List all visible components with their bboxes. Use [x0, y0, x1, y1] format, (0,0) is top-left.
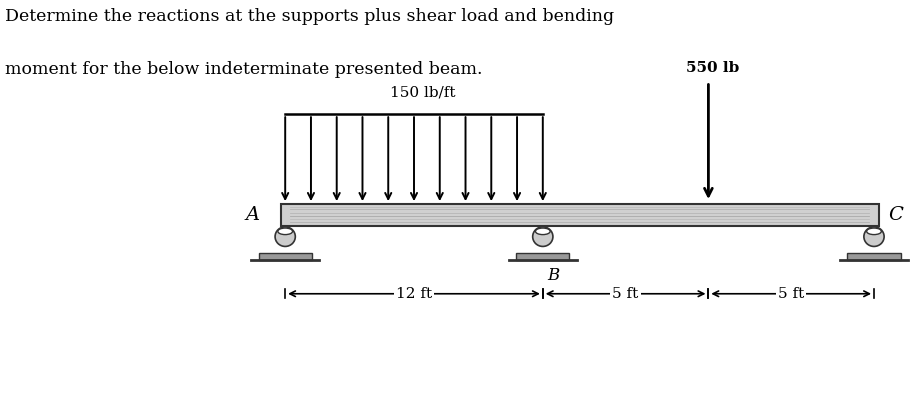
Text: 550 lb: 550 lb	[686, 62, 739, 75]
Circle shape	[278, 228, 292, 235]
Text: B: B	[547, 267, 559, 284]
Text: moment for the below indeterminate presented beam.: moment for the below indeterminate prese…	[5, 61, 482, 78]
Text: C: C	[887, 206, 902, 224]
Ellipse shape	[532, 227, 552, 246]
Text: 12 ft: 12 ft	[395, 287, 432, 301]
Text: 5 ft: 5 ft	[612, 287, 638, 301]
Polygon shape	[516, 253, 569, 260]
Ellipse shape	[863, 227, 883, 246]
Text: 5 ft: 5 ft	[777, 287, 803, 301]
Text: Determine the reactions at the supports plus shear load and bending: Determine the reactions at the supports …	[5, 8, 613, 25]
Circle shape	[535, 228, 550, 235]
Circle shape	[866, 228, 880, 235]
Polygon shape	[280, 204, 878, 226]
Polygon shape	[846, 253, 900, 260]
Text: A: A	[245, 206, 259, 224]
Polygon shape	[258, 253, 312, 260]
Text: 150 lb/ft: 150 lb/ft	[390, 86, 456, 100]
Ellipse shape	[275, 227, 295, 246]
